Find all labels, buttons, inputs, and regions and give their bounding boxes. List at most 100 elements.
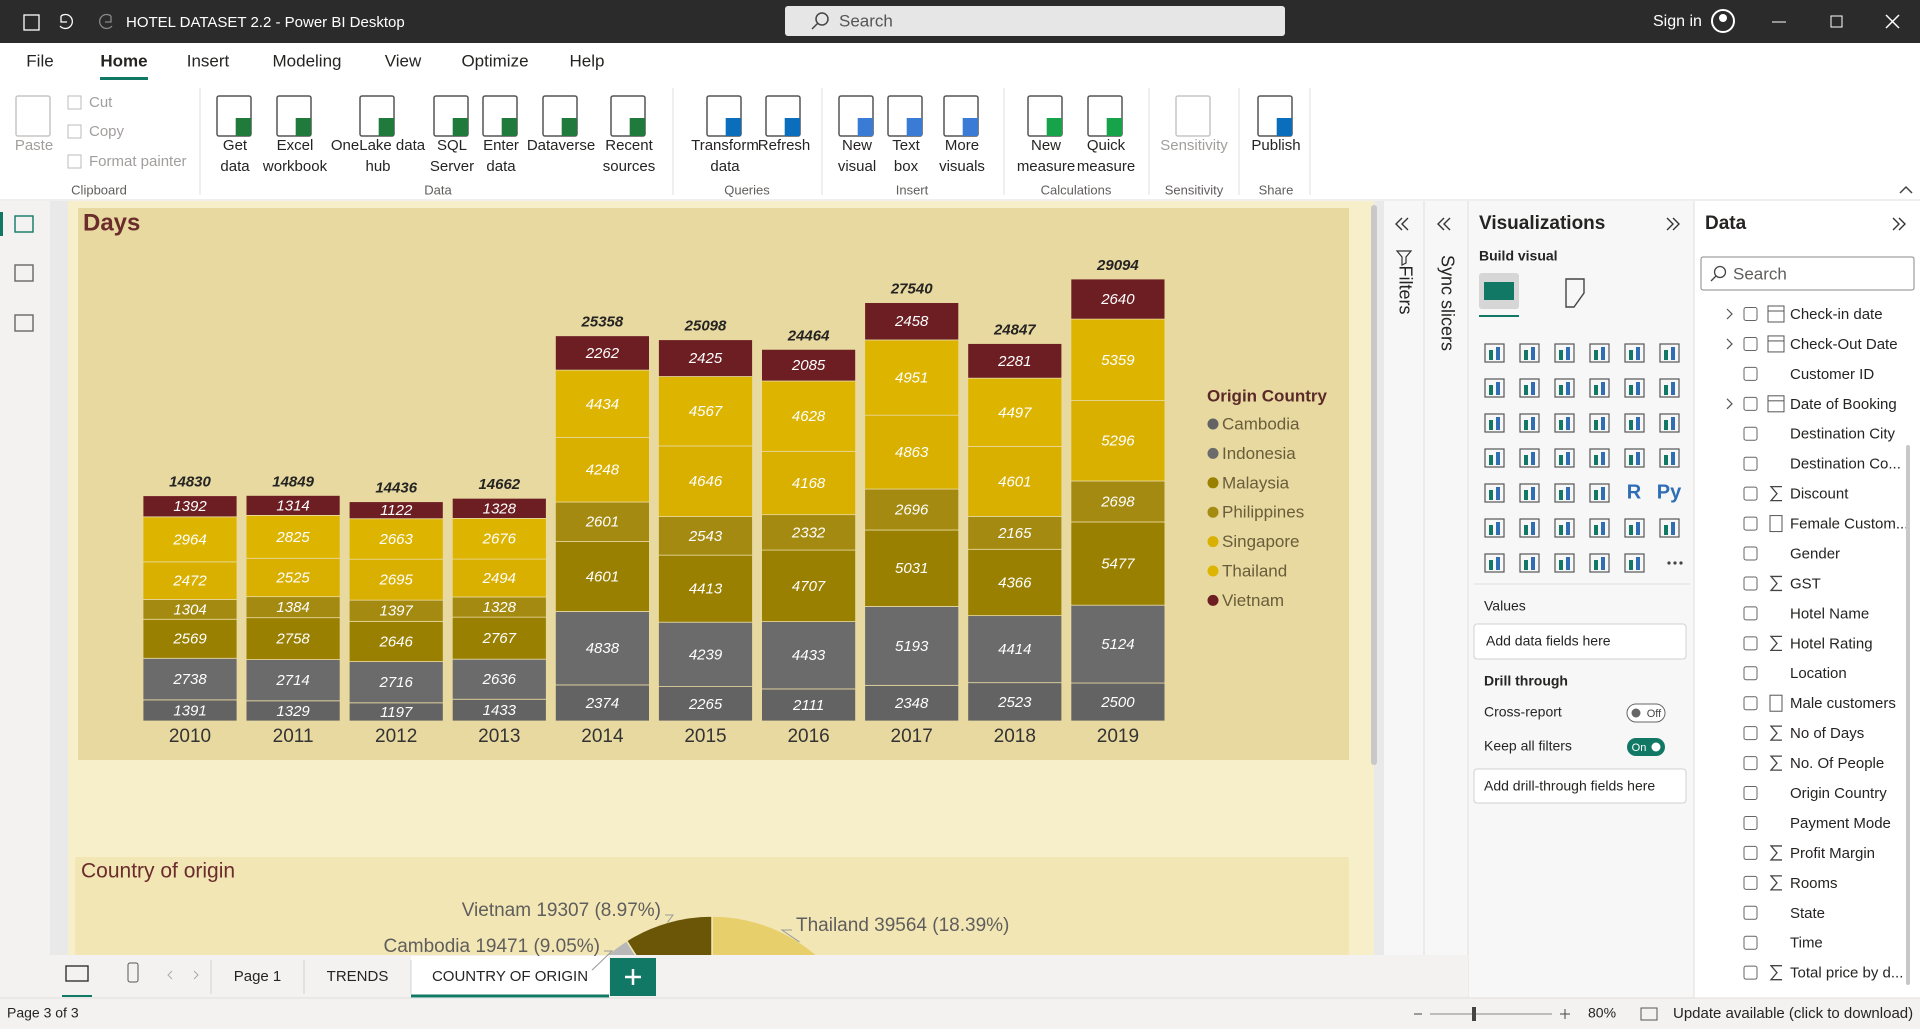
- filters-label[interactable]: Filters: [1395, 266, 1415, 315]
- field-name[interactable]: Female Custom...: [1790, 516, 1908, 533]
- toggle-off[interactable]: [1626, 703, 1666, 723]
- visual-type-py[interactable]: Py: [1657, 481, 1682, 503]
- visual-type[interactable]: [1519, 518, 1540, 538]
- field-checkbox[interactable]: [1743, 456, 1758, 471]
- collapse-ribbon[interactable]: [1899, 185, 1913, 194]
- ribbon-button[interactable]: Excel: [277, 137, 314, 154]
- ribbon-button[interactable]: Cut: [89, 94, 113, 111]
- fit-page[interactable]: [1640, 1007, 1658, 1021]
- field-checkbox[interactable]: [1743, 905, 1758, 920]
- field-name[interactable]: No of Days: [1790, 725, 1864, 742]
- ribbon-button[interactable]: SQL: [437, 137, 467, 154]
- field-checkbox[interactable]: [1743, 696, 1758, 711]
- visual-type[interactable]: [1589, 518, 1610, 538]
- visual-type[interactable]: [1519, 343, 1540, 363]
- field-name[interactable]: Gender: [1790, 545, 1840, 562]
- ribbon-button[interactable]: Refresh: [758, 137, 811, 154]
- expand-arrow[interactable]: [1726, 308, 1733, 320]
- update-notice[interactable]: Update available (click to download): [1673, 1005, 1913, 1022]
- ribbon-button[interactable]: data: [486, 158, 516, 175]
- prev-page[interactable]: [167, 970, 173, 980]
- toggle-on[interactable]: [1627, 738, 1665, 756]
- ribbon-button[interactable]: Get: [223, 137, 248, 154]
- field-checkbox[interactable]: [1743, 516, 1758, 531]
- field-name[interactable]: Total price by d...: [1790, 965, 1903, 982]
- ribbon-button[interactable]: Quick: [1087, 137, 1126, 154]
- visual-type[interactable]: [1624, 413, 1645, 433]
- page-tab[interactable]: COUNTRY OF ORIGIN: [432, 968, 588, 985]
- visual-type[interactable]: [1659, 518, 1680, 538]
- field-checkbox[interactable]: [1743, 366, 1758, 381]
- ribbon-tab[interactable]: Modeling: [273, 51, 342, 70]
- expand-filters[interactable]: [1395, 217, 1409, 231]
- visual-type[interactable]: [1659, 448, 1680, 468]
- ribbon-button[interactable]: Transform: [691, 137, 759, 154]
- field-name[interactable]: Destination Co...: [1790, 456, 1901, 473]
- collapse-visualizations[interactable]: [1666, 217, 1680, 231]
- field-name[interactable]: Destination City: [1790, 426, 1896, 443]
- ribbon-button[interactable]: measure: [1017, 158, 1075, 175]
- field-name[interactable]: Time: [1790, 935, 1823, 952]
- ribbon-tab[interactable]: Help: [570, 51, 605, 70]
- field-checkbox[interactable]: [1743, 576, 1758, 591]
- page-tab[interactable]: TRENDS: [327, 968, 389, 985]
- visual-type[interactable]: [1519, 378, 1540, 398]
- field-checkbox[interactable]: [1743, 756, 1758, 771]
- drop-well[interactable]: [1473, 623, 1687, 660]
- ribbon-button[interactable]: data: [220, 158, 250, 175]
- zoom-plus[interactable]: [1560, 1009, 1570, 1019]
- ribbon-button[interactable]: box: [894, 158, 919, 175]
- visual-type[interactable]: [1659, 343, 1680, 363]
- visual-type[interactable]: [1484, 413, 1505, 433]
- visual-type[interactable]: [1554, 518, 1575, 538]
- expand-arrow[interactable]: [1726, 398, 1733, 410]
- field-checkbox[interactable]: [1743, 875, 1758, 890]
- visual-type[interactable]: [1554, 483, 1575, 503]
- ribbon-button[interactable]: hub: [365, 158, 390, 175]
- field-checkbox[interactable]: [1743, 786, 1758, 801]
- field-checkbox[interactable]: [1743, 666, 1758, 681]
- field-checkbox[interactable]: [1743, 815, 1758, 830]
- field-name[interactable]: State: [1790, 905, 1825, 922]
- field-checkbox[interactable]: [1743, 336, 1758, 351]
- ribbon-button[interactable]: Paste: [15, 137, 53, 154]
- ribbon-button[interactable]: OneLake data: [331, 137, 426, 154]
- ribbon-button[interactable]: More: [945, 137, 979, 154]
- data-search[interactable]: [1700, 256, 1915, 291]
- ribbon-button[interactable]: sources: [603, 158, 656, 175]
- field-checkbox[interactable]: [1743, 396, 1758, 411]
- visual-type[interactable]: [1554, 553, 1575, 573]
- field-name[interactable]: Location: [1790, 665, 1847, 682]
- format-icon[interactable]: [1565, 278, 1585, 308]
- field-name[interactable]: Hotel Rating: [1790, 635, 1873, 652]
- visual-type[interactable]: [1589, 378, 1610, 398]
- next-page[interactable]: [193, 970, 199, 980]
- page-tab[interactable]: Page 1: [234, 968, 282, 985]
- ribbon-button[interactable]: New: [1031, 137, 1061, 154]
- collapse-data[interactable]: [1892, 217, 1906, 231]
- visual-type[interactable]: [1484, 483, 1505, 503]
- visual-type[interactable]: [1519, 413, 1540, 433]
- ribbon-tab[interactable]: File: [26, 51, 53, 70]
- ribbon-button[interactable]: workbook: [262, 158, 328, 175]
- ribbon-button[interactable]: measure: [1077, 158, 1135, 175]
- visual-type[interactable]: [1484, 448, 1505, 468]
- visual-type[interactable]: [1624, 448, 1645, 468]
- visual-type[interactable]: [1589, 413, 1610, 433]
- ribbon-button[interactable]: Copy: [89, 123, 125, 140]
- visual-type[interactable]: [1554, 448, 1575, 468]
- visual-type[interactable]: [1484, 518, 1505, 538]
- field-checkbox[interactable]: [1743, 307, 1758, 321]
- field-name[interactable]: Check-Out Date: [1790, 336, 1898, 353]
- field-checkbox[interactable]: [1743, 636, 1758, 651]
- field-checkbox[interactable]: [1743, 935, 1758, 950]
- field-name[interactable]: Origin Country: [1790, 785, 1887, 802]
- visual-type[interactable]: [1624, 553, 1645, 573]
- ribbon-button[interactable]: Sensitivity: [1160, 137, 1228, 154]
- ribbon-button[interactable]: Server: [430, 158, 474, 175]
- view-icon[interactable]: [14, 264, 34, 282]
- field-name[interactable]: Rooms: [1790, 875, 1838, 892]
- field-name[interactable]: Hotel Name: [1790, 605, 1869, 622]
- collapse-sync-slicers[interactable]: [1437, 217, 1451, 231]
- ribbon-button[interactable]: visuals: [939, 158, 985, 175]
